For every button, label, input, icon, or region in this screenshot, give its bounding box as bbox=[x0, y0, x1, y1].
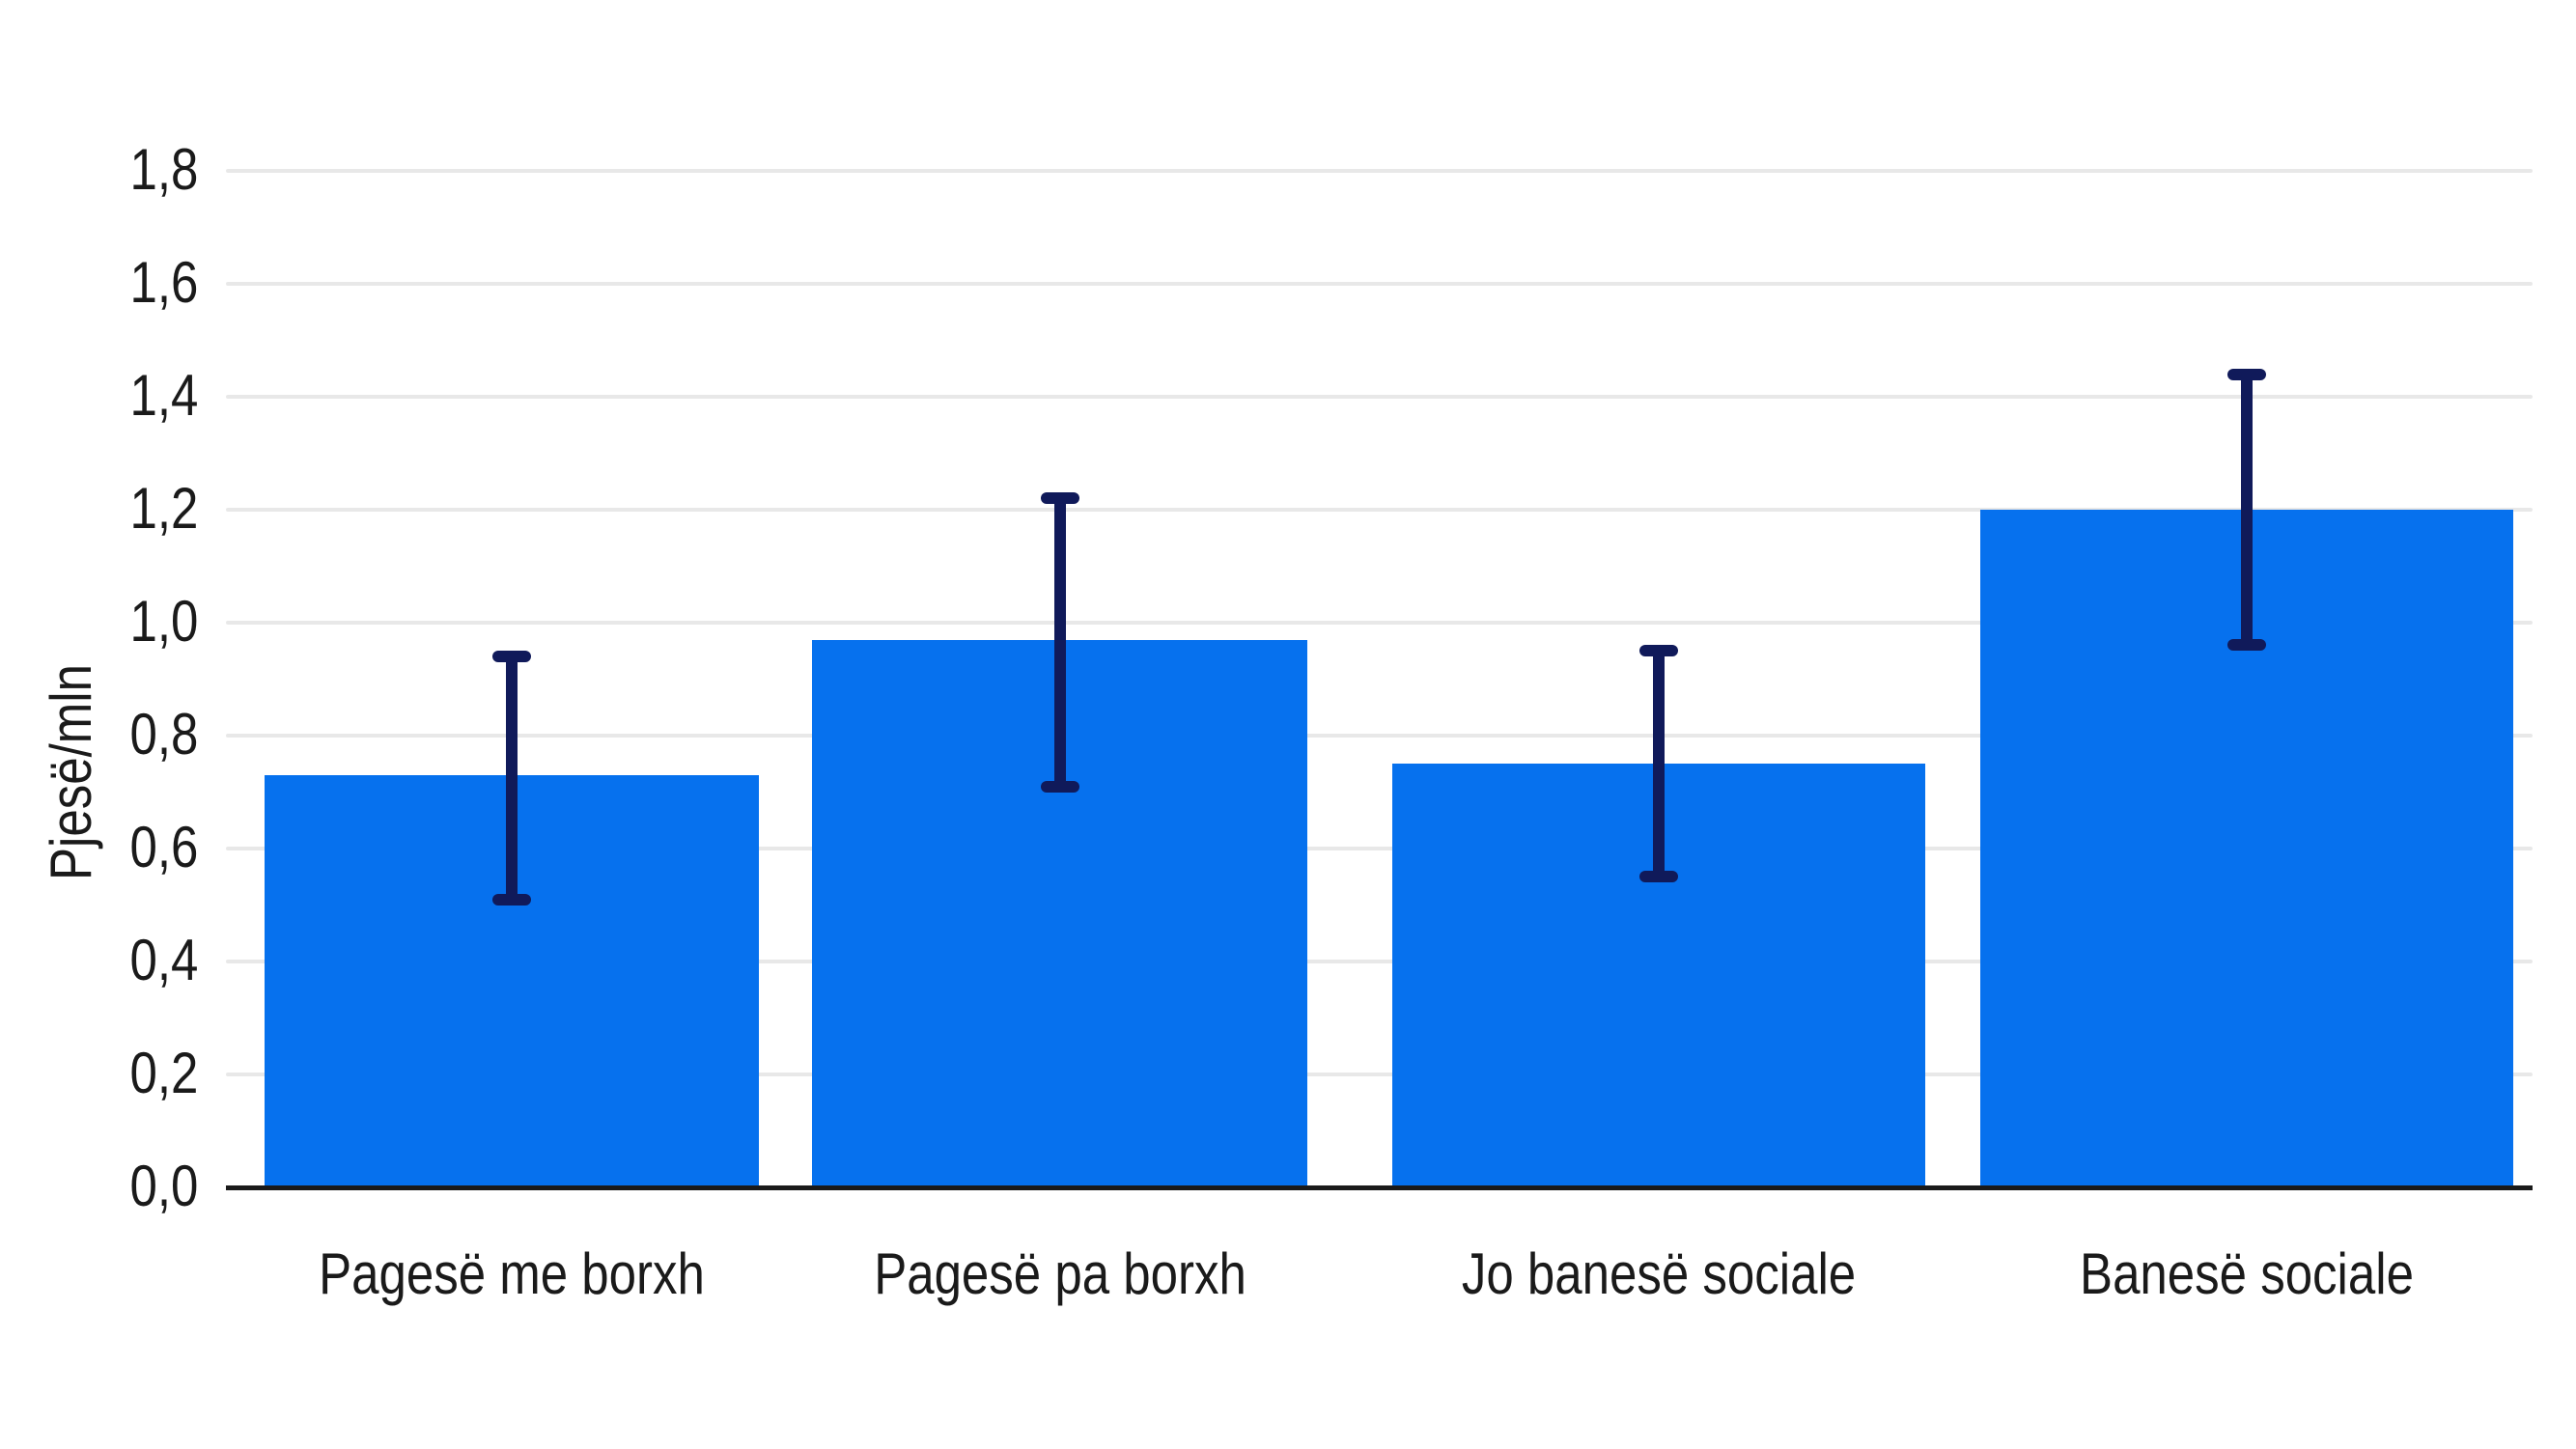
gridline bbox=[226, 169, 2533, 173]
gridline bbox=[226, 1073, 2533, 1076]
x-category-label: Pagesë me borxh bbox=[319, 1241, 705, 1306]
gridline bbox=[226, 621, 2533, 625]
error-bar-cap-bottom bbox=[492, 893, 531, 906]
error-bar-stem bbox=[1653, 651, 1665, 878]
gridline bbox=[226, 734, 2533, 738]
gridline bbox=[226, 395, 2533, 399]
x-axis-line bbox=[226, 1185, 2533, 1190]
y-tick-label: 0,2 bbox=[129, 1040, 198, 1105]
y-tick-label: 0,4 bbox=[129, 927, 198, 992]
y-tick-label: 1,8 bbox=[129, 136, 198, 202]
error-bar-cap-top bbox=[2227, 368, 2266, 380]
x-category-label: Banesë sociale bbox=[2080, 1241, 2414, 1306]
y-tick-label: 1,4 bbox=[129, 362, 198, 428]
error-bar-cap-bottom bbox=[1639, 871, 1678, 883]
gridline bbox=[226, 847, 2533, 850]
error-bar-stem bbox=[1053, 498, 1066, 787]
y-tick-label: 1,6 bbox=[129, 249, 198, 315]
error-bar-stem bbox=[2241, 374, 2253, 646]
y-tick-label: 0,8 bbox=[129, 701, 198, 766]
y-tick-label: 0,6 bbox=[129, 814, 198, 879]
error-bar-cap-bottom bbox=[1040, 780, 1079, 793]
y-axis-title: Pjesë/mln bbox=[39, 664, 103, 880]
gridline bbox=[226, 282, 2533, 286]
error-bar-cap-bottom bbox=[2227, 639, 2266, 652]
y-tick-label: 1,0 bbox=[129, 588, 198, 654]
error-bar-cap-top bbox=[1040, 492, 1079, 505]
y-tick-label: 1,2 bbox=[129, 475, 198, 541]
gridline bbox=[226, 508, 2533, 512]
error-bar-cap-top bbox=[492, 651, 531, 663]
error-bar-stem bbox=[506, 656, 518, 900]
error-bar-cap-top bbox=[1639, 645, 1678, 657]
y-tick-label: 0,0 bbox=[129, 1153, 198, 1218]
x-category-label: Pagesë pa borxh bbox=[873, 1241, 1246, 1306]
x-category-label: Jo banesë sociale bbox=[1461, 1241, 1857, 1306]
gridline bbox=[226, 960, 2533, 963]
